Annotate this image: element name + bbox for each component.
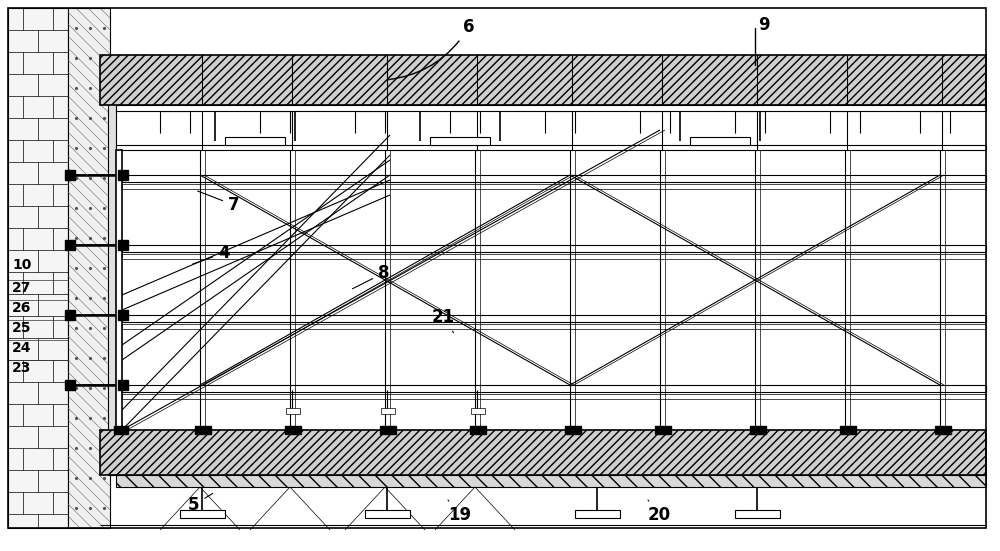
Text: 9: 9 — [755, 16, 770, 65]
Bar — [122, 245, 986, 252]
Bar — [122, 175, 986, 182]
Bar — [122, 324, 986, 329]
Bar — [122, 315, 986, 322]
Bar — [430, 137, 490, 145]
Bar — [195, 426, 211, 434]
Bar — [65, 380, 75, 390]
Bar — [180, 510, 225, 518]
Bar — [365, 510, 410, 518]
Text: 23: 23 — [12, 361, 32, 375]
Bar — [116, 105, 986, 111]
Bar — [122, 254, 986, 259]
Bar — [108, 55, 116, 475]
Bar — [118, 310, 128, 320]
Bar — [655, 426, 671, 434]
Bar — [565, 426, 581, 434]
Bar — [100, 55, 986, 105]
Bar — [100, 430, 986, 475]
Text: 26: 26 — [12, 301, 32, 315]
Text: 7: 7 — [198, 191, 240, 214]
Bar — [285, 426, 301, 434]
Bar — [122, 394, 986, 399]
Bar — [8, 8, 68, 528]
Bar — [122, 184, 986, 189]
Text: 10: 10 — [12, 258, 32, 272]
Bar — [575, 510, 620, 518]
Text: 8: 8 — [352, 264, 390, 289]
Bar — [65, 310, 75, 320]
Bar — [750, 426, 766, 434]
Text: 6: 6 — [388, 18, 475, 80]
Bar — [65, 240, 75, 250]
Bar — [735, 510, 780, 518]
Text: 21: 21 — [432, 308, 455, 333]
Bar — [380, 426, 396, 434]
Text: 25: 25 — [12, 321, 32, 335]
Bar — [225, 137, 285, 145]
Bar — [690, 137, 750, 145]
Bar — [65, 170, 75, 180]
Text: 24: 24 — [12, 341, 32, 355]
Text: 27: 27 — [12, 281, 32, 295]
Bar — [471, 408, 485, 414]
Bar — [114, 426, 128, 434]
Text: 19: 19 — [448, 500, 471, 524]
Text: 20: 20 — [648, 500, 671, 524]
Bar — [116, 145, 986, 150]
Bar — [840, 426, 856, 434]
Bar — [286, 408, 300, 414]
Bar — [122, 385, 986, 392]
Bar — [68, 8, 110, 528]
Text: 4: 4 — [193, 244, 230, 264]
Bar — [118, 380, 128, 390]
Bar — [470, 426, 486, 434]
Bar — [118, 240, 128, 250]
Bar — [116, 475, 986, 487]
Bar — [118, 170, 128, 180]
Bar — [381, 408, 395, 414]
Text: 5: 5 — [188, 494, 213, 514]
Bar — [116, 150, 122, 430]
Bar — [935, 426, 951, 434]
